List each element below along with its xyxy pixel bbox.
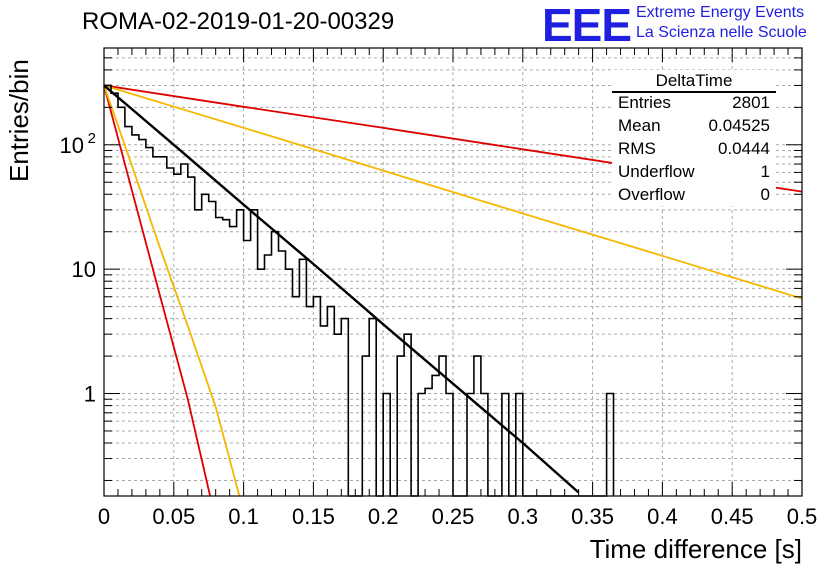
stat-value: 0.04525 bbox=[708, 116, 770, 135]
stat-row-mean: Mean 0.04525 bbox=[618, 116, 770, 138]
fit-curve bbox=[103, 85, 241, 497]
stat-value: 0.0444 bbox=[718, 139, 770, 158]
stat-row-entries: Entries 2801 bbox=[618, 93, 770, 115]
logo-line-2: La Scienza nelle Scuole bbox=[636, 24, 807, 41]
y-tick-exponent: 2 bbox=[88, 130, 96, 147]
x-tick-label: 0.45 bbox=[711, 504, 754, 529]
stat-value: 0 bbox=[760, 185, 770, 204]
x-tick-label: 0.25 bbox=[432, 504, 475, 529]
eee-logo: EEE bbox=[542, 0, 632, 51]
histogram-outline bbox=[104, 84, 615, 497]
fit-curve bbox=[103, 84, 803, 300]
stat-key: RMS bbox=[618, 139, 656, 158]
stat-row-rms: RMS 0.0444 bbox=[618, 139, 770, 161]
x-tick-label: 0.05 bbox=[152, 504, 195, 529]
y-tick-label: 10 bbox=[60, 133, 84, 158]
y-tick-label: 1 bbox=[84, 382, 96, 407]
axis-ticks bbox=[103, 47, 803, 496]
x-tick-label: 0.3 bbox=[508, 504, 539, 529]
x-tick-label: 0.4 bbox=[647, 504, 678, 529]
plot-title: ROMA-02-2019-01-20-00329 bbox=[82, 8, 395, 35]
stats-title: DeltaTime bbox=[655, 71, 733, 90]
stat-row-overflow: Overflow 0 bbox=[618, 185, 770, 207]
fit-curve bbox=[103, 85, 211, 497]
stat-key: Mean bbox=[618, 116, 661, 135]
logo-line-1: Extreme Energy Events bbox=[636, 4, 805, 21]
stats-title-underline bbox=[612, 91, 776, 93]
stat-value: 1 bbox=[760, 162, 770, 181]
x-axis-label: Time difference [s] bbox=[589, 534, 802, 564]
fit-curve bbox=[103, 84, 580, 494]
stat-key: Overflow bbox=[618, 185, 686, 204]
stat-key: Underflow bbox=[618, 162, 695, 181]
stat-value: 2801 bbox=[732, 93, 770, 112]
y-axis-label: Entries/bin bbox=[4, 59, 34, 182]
x-tick-label: 0.35 bbox=[571, 504, 614, 529]
y-tick-label: 10 bbox=[72, 257, 96, 282]
stats-box: DeltaTime Entries 2801 Mean 0.04525 RMS … bbox=[612, 70, 776, 206]
x-tick-label: 0.2 bbox=[368, 504, 399, 529]
x-tick-label: 0.1 bbox=[228, 504, 259, 529]
x-tick-label: 0.5 bbox=[787, 504, 818, 529]
x-tick-label: 0.15 bbox=[292, 504, 335, 529]
histogram bbox=[104, 84, 615, 497]
stat-key: Entries bbox=[618, 93, 671, 112]
stat-row-underflow: Underflow 1 bbox=[618, 162, 770, 184]
x-tick-label: 0 bbox=[98, 504, 110, 529]
x-tick-labels: 0 0.05 0.1 0.15 0.2 0.25 0.3 0.35 0.4 0.45 0.5 bbox=[98, 504, 817, 529]
